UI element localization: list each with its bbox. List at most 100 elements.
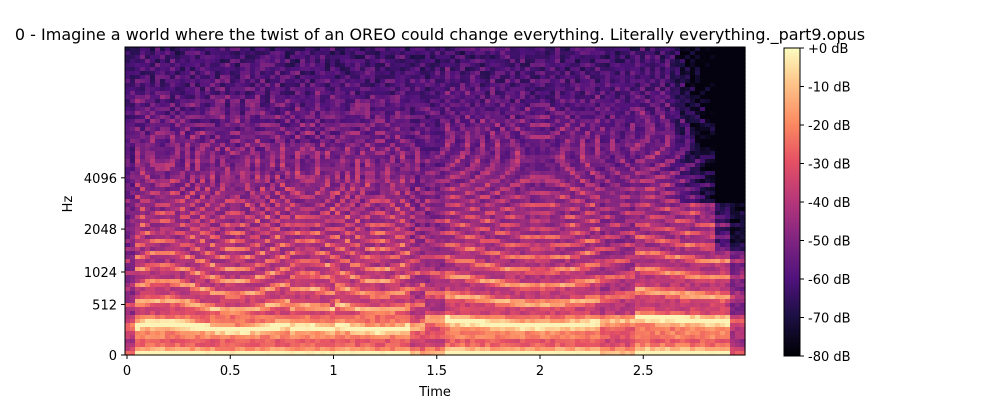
spectrogram-cell <box>165 139 171 144</box>
spectrogram-cell <box>220 91 226 96</box>
spectrogram-cell <box>285 75 291 80</box>
spectrogram-cell <box>425 159 431 164</box>
spectrogram-cell <box>315 307 321 312</box>
spectrogram-cell <box>170 91 176 96</box>
spectrogram-cell <box>205 87 211 92</box>
spectrogram-cell <box>435 219 441 224</box>
spectrogram-cell <box>435 267 441 272</box>
spectrogram-cell <box>245 307 251 312</box>
spectrogram-cell <box>325 299 331 304</box>
spectrogram-cell <box>375 211 381 216</box>
spectrogram-cell <box>355 331 361 336</box>
spectrogram-cell <box>300 351 306 356</box>
spectrogram-cell <box>185 159 191 164</box>
spectrogram-cell <box>160 75 166 80</box>
spectrogram-cell <box>280 79 286 84</box>
spectrogram-cell <box>220 55 226 60</box>
spectrogram-cell <box>325 323 331 328</box>
spectrogram-cell <box>430 159 436 164</box>
spectrogram-cell <box>380 159 386 164</box>
spectrogram-cell <box>395 163 401 168</box>
spectrogram-cell <box>165 315 171 320</box>
spectrogram-cell <box>280 327 286 332</box>
spectrogram-cell <box>195 75 201 80</box>
spectrogram-cell <box>235 231 241 236</box>
spectrogram-cell <box>445 231 451 236</box>
spectrogram-cell <box>380 299 386 304</box>
spectrogram-cell <box>200 287 206 292</box>
spectrogram-cell <box>315 151 321 156</box>
spectrogram-cell <box>340 59 346 64</box>
spectrogram-cell <box>295 135 301 140</box>
spectrogram-cell <box>240 291 246 296</box>
spectrogram-cell <box>320 219 326 224</box>
spectrogram-cell <box>210 167 216 172</box>
spectrogram-cell <box>320 131 326 136</box>
spectrogram-cell <box>170 291 176 296</box>
spectrogram-cell <box>300 331 306 336</box>
spectrogram-cell <box>345 343 351 348</box>
spectrogram-cell <box>440 207 446 212</box>
spectrogram-cell <box>350 195 356 200</box>
spectrogram-cell <box>240 127 246 132</box>
spectrogram-cell <box>355 199 361 204</box>
spectrogram-cell <box>180 123 186 128</box>
spectrogram-cell <box>440 99 446 104</box>
spectrogram-cell <box>355 251 361 256</box>
spectrogram-cell <box>370 111 376 116</box>
spectrogram-cell <box>270 167 276 172</box>
spectrogram-cell <box>135 123 141 128</box>
spectrogram-cell <box>410 239 416 244</box>
spectrogram-cell <box>200 163 206 168</box>
spectrogram-cell <box>390 79 396 84</box>
spectrogram-cell <box>300 319 306 324</box>
spectrogram-cell <box>230 323 236 328</box>
spectrogram-cell <box>420 339 426 344</box>
spectrogram-cell <box>290 187 296 192</box>
spectrogram-cell <box>180 251 186 256</box>
spectrogram-cell <box>335 267 341 272</box>
spectrogram-cell <box>385 175 391 180</box>
spectrogram-cell <box>125 223 131 228</box>
spectrogram-cell <box>350 59 356 64</box>
spectrogram-cell <box>245 47 251 52</box>
spectrogram-cell <box>355 127 361 132</box>
spectrogram-cell <box>360 111 366 116</box>
spectrogram-cell <box>440 347 446 352</box>
spectrogram-cell <box>210 55 216 60</box>
spectrogram-cell <box>435 83 441 88</box>
spectrogram-cell <box>385 143 391 148</box>
spectrogram-cell <box>365 199 371 204</box>
spectrogram-cell <box>240 187 246 192</box>
spectrogram-cell <box>195 243 201 248</box>
spectrogram-cell <box>385 159 391 164</box>
spectrogram-cell <box>160 211 166 216</box>
spectrogram-cell <box>195 347 201 352</box>
spectrogram-cell <box>355 239 361 244</box>
spectrogram-cell <box>345 347 351 352</box>
spectrogram-cell <box>145 287 151 292</box>
spectrogram-cell <box>130 199 136 204</box>
spectrogram-cell <box>425 179 431 184</box>
spectrogram-cell <box>290 87 296 92</box>
spectrogram-cell <box>230 295 236 300</box>
spectrogram-cell <box>350 299 356 304</box>
spectrogram-cell <box>160 275 166 280</box>
spectrogram-cell <box>270 55 276 60</box>
spectrogram-cell <box>135 183 141 188</box>
spectrogram-cell <box>215 287 221 292</box>
spectrogram-cell <box>285 59 291 64</box>
spectrogram-cell <box>155 215 161 220</box>
spectrogram-cell <box>330 319 336 324</box>
spectrogram-cell <box>300 235 306 240</box>
spectrogram-cell <box>300 123 306 128</box>
spectrogram-cell <box>310 295 316 300</box>
spectrogram-cell <box>255 87 261 92</box>
spectrogram-cell <box>155 187 161 192</box>
spectrogram-cell <box>355 87 361 92</box>
spectrogram-cell <box>210 343 216 348</box>
spectrogram-cell <box>315 335 321 340</box>
spectrogram-cell <box>230 139 236 144</box>
spectrogram-cell <box>430 235 436 240</box>
spectrogram-cell <box>135 283 141 288</box>
